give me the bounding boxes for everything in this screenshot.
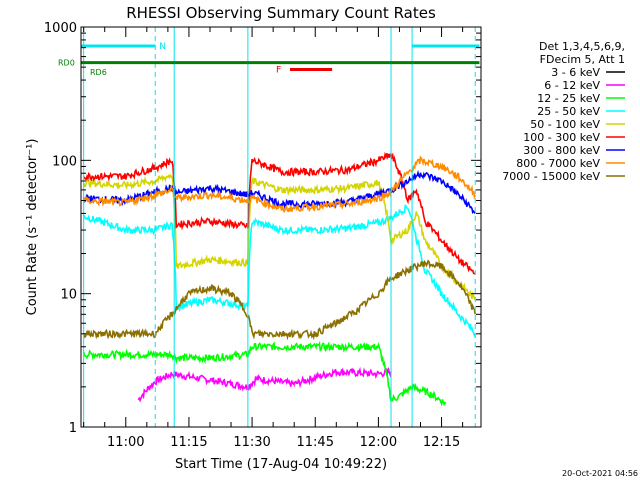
series-line-7000-15000-kev (82, 259, 476, 341)
legend-label-100-300-kev: 100 - 300 keV (523, 131, 600, 144)
legend-label-50-100-kev: 50 - 100 keV (530, 118, 600, 131)
y-tick-label-1000: 1000 (44, 21, 77, 36)
series-line-25-50-kev (83, 204, 476, 338)
series-group (82, 151, 476, 407)
flag-label-f: F (276, 66, 281, 76)
legend-label-12-25-kev: 12 - 25 keV (537, 92, 600, 105)
axes-group: 1 10 100 1000 11:00 11:15 11:30 11:45 12:00 12:15 (44, 21, 481, 450)
series-line-12-25-kev (82, 340, 447, 407)
series-line-6-12-kev (137, 366, 392, 403)
legend-header-1: FDecim 5, Att 1 (540, 53, 625, 66)
legend-label-6-12-kev: 6 - 12 keV (544, 79, 600, 92)
x-tick-label-1145: 11:45 (297, 435, 334, 450)
y-tick-label-100: 100 (52, 154, 77, 169)
series-line-800-7000-kev (82, 155, 476, 214)
chart-title: RHESSI Observing Summary Count Rates (126, 4, 436, 22)
y-tick-label-1: 1 (69, 421, 77, 436)
legend-label-7000-15000-kev: 7000 - 15000 keV (502, 170, 600, 183)
flag-label-rd6: RD6 (90, 68, 107, 77)
x-tick-label-1200: 12:00 (360, 435, 397, 450)
legend-label-800-7000-kev: 800 - 7000 keV (516, 157, 600, 170)
x-tick-label-1100: 11:00 (107, 435, 144, 450)
legend-label-25-50-kev: 25 - 50 keV (537, 105, 600, 118)
footer-timestamp: 20-Oct-2021 04:56 (562, 469, 638, 478)
flags-group: N F RD0 RD6 (58, 27, 480, 427)
series-line-50-100-kev (82, 173, 476, 301)
series-line-100-300-kev (83, 151, 476, 275)
flag-label-n: N (159, 42, 166, 52)
x-tick-label-1130: 11:30 (233, 435, 270, 450)
y-axis-label: Count Rate (s⁻¹ detector⁻¹) (25, 139, 40, 316)
flag-label-rd0: RD0 (58, 59, 75, 68)
legend-label-300-800-kev: 300 - 800 keV (523, 144, 600, 157)
legend-label-3-6-kev: 3 - 6 keV (551, 66, 600, 79)
x-axis-label: Start Time (17-Aug-04 10:49:22) (175, 457, 387, 472)
x-tick-label-1215: 12:15 (423, 435, 460, 450)
x-tick-label-1115: 11:15 (170, 435, 207, 450)
legend-header-0: Det 1,3,4,5,6,9, (539, 40, 625, 53)
y-tick-label-10: 10 (60, 288, 77, 303)
legend: Det 1,3,4,5,6,9,FDecim 5, Att 13 - 6 keV… (502, 40, 625, 183)
plot-frame (80, 26, 482, 428)
